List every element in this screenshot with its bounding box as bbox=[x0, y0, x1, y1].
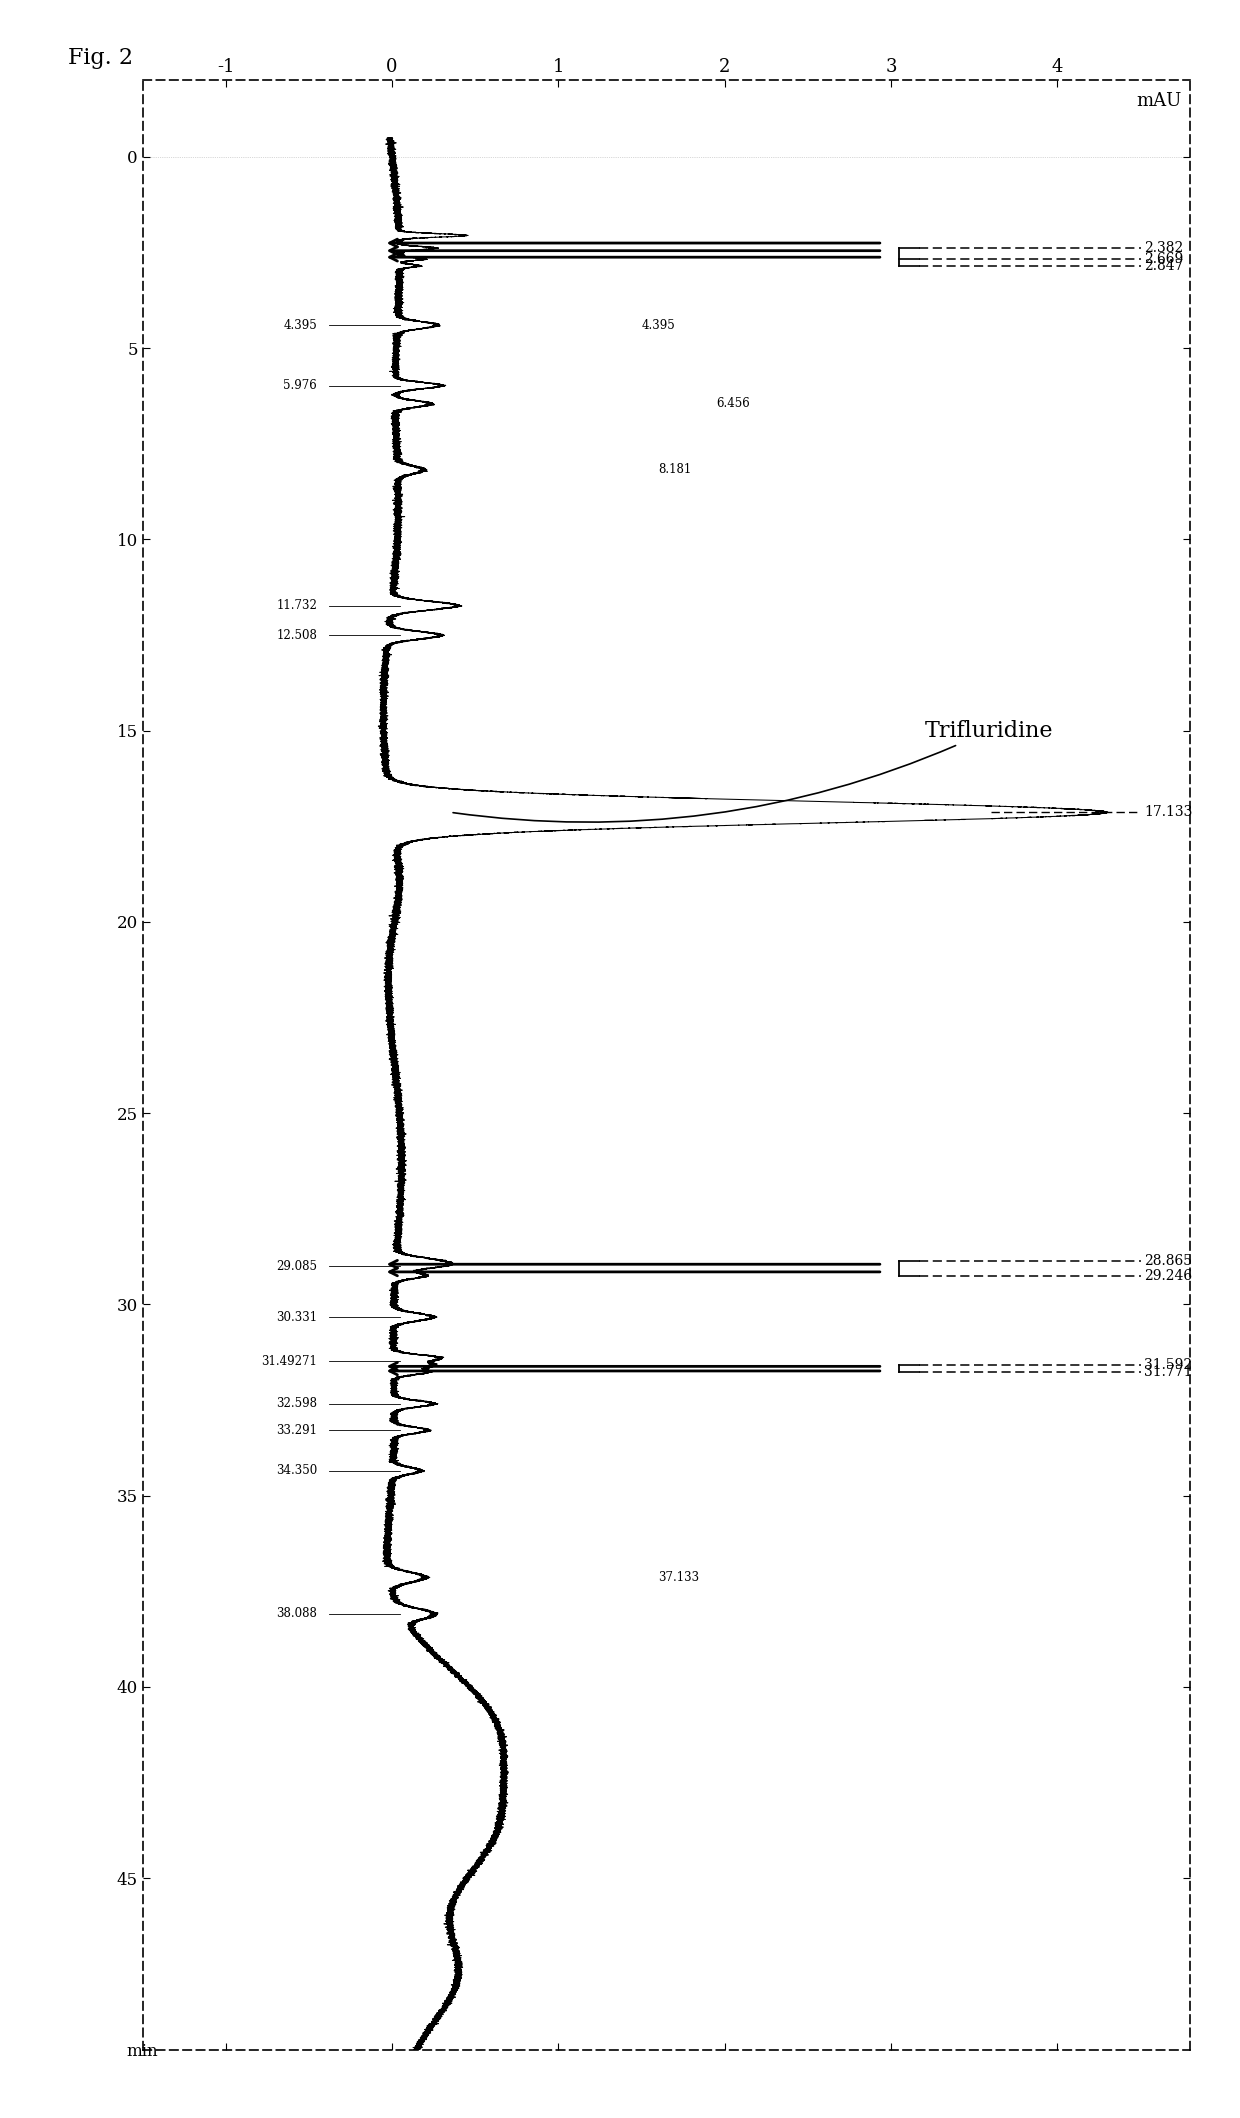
Text: 37.133: 37.133 bbox=[658, 1572, 699, 1584]
Text: 28.865: 28.865 bbox=[1143, 1254, 1192, 1269]
Text: 17.133: 17.133 bbox=[1143, 805, 1192, 820]
Text: 8.181: 8.181 bbox=[658, 464, 692, 477]
Text: 32.598: 32.598 bbox=[277, 1398, 317, 1411]
Text: 33.291: 33.291 bbox=[277, 1423, 317, 1436]
Text: 31.49271: 31.49271 bbox=[262, 1356, 317, 1368]
Text: 2.382: 2.382 bbox=[1143, 241, 1183, 254]
Text: 4.395: 4.395 bbox=[641, 318, 676, 333]
Text: 38.088: 38.088 bbox=[277, 1608, 317, 1620]
Text: 29.085: 29.085 bbox=[277, 1260, 317, 1273]
Text: min: min bbox=[126, 2042, 157, 2059]
Text: Fig. 2: Fig. 2 bbox=[68, 47, 133, 68]
Text: mAU: mAU bbox=[1137, 91, 1182, 110]
Text: 4.395: 4.395 bbox=[284, 318, 317, 333]
Text: 11.732: 11.732 bbox=[277, 599, 317, 612]
Text: 31.771: 31.771 bbox=[1143, 1366, 1193, 1379]
Text: 2.669: 2.669 bbox=[1143, 252, 1183, 267]
Text: 30.331: 30.331 bbox=[277, 1311, 317, 1324]
Text: 31.592: 31.592 bbox=[1143, 1358, 1192, 1372]
Text: 12.508: 12.508 bbox=[277, 629, 317, 642]
Text: 29.246: 29.246 bbox=[1143, 1269, 1192, 1284]
Text: 34.350: 34.350 bbox=[277, 1464, 317, 1476]
Text: 6.456: 6.456 bbox=[717, 398, 750, 411]
Text: 5.976: 5.976 bbox=[284, 379, 317, 392]
Text: 2.847: 2.847 bbox=[1143, 258, 1183, 273]
Text: Trifluridine: Trifluridine bbox=[453, 720, 1053, 822]
